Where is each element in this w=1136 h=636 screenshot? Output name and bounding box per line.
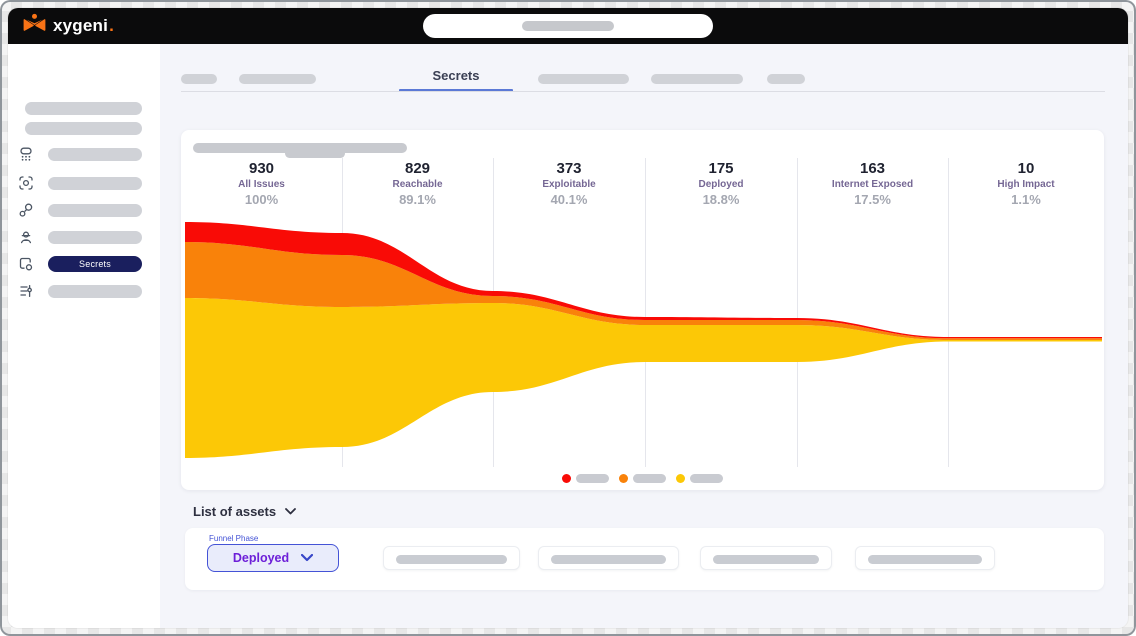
tab-redacted[interactable]	[767, 74, 805, 84]
sidebar-item-redacted[interactable]	[25, 101, 142, 115]
sidebar-item-redacted[interactable]	[8, 201, 160, 219]
tab-redacted[interactable]	[651, 74, 743, 84]
stat-value: 163	[859, 160, 886, 177]
sidebar: Secrets	[8, 44, 160, 628]
filter-dropdown-redacted[interactable]	[855, 546, 995, 570]
stage-gridline	[645, 158, 646, 467]
tab-redacted[interactable]	[239, 74, 316, 84]
stat-label: All Issues	[238, 179, 285, 190]
stat-value: 10	[1017, 160, 1035, 177]
sidebar-active-item-label: Secrets	[48, 256, 142, 272]
chevron-down-icon	[301, 549, 314, 567]
stat-percent: 100%	[244, 192, 279, 207]
stat-label: Deployed	[698, 179, 744, 190]
funnel-band-high[interactable]	[185, 242, 1102, 340]
stat-percent: 89.1%	[399, 192, 436, 207]
legend-label-redacted	[690, 474, 723, 483]
legend-dot	[619, 474, 628, 483]
chart-legend	[181, 474, 1104, 483]
stat-value: 930	[248, 160, 275, 177]
legend-label-redacted	[633, 474, 666, 483]
legend-entry-critical[interactable]	[562, 474, 609, 483]
tab-active-underline	[399, 89, 513, 92]
filter-dropdown-redacted[interactable]	[700, 546, 832, 570]
filter-dropdown-redacted[interactable]	[383, 546, 520, 570]
funnel-stat-high-impact: 10 High Impact 1.1%	[948, 160, 1104, 208]
stat-value: 175	[708, 160, 734, 177]
funnel-stat-exploitable: 373 Exploitable 40.1%	[493, 160, 645, 208]
sidebar-item-label-redacted	[48, 176, 142, 190]
sidebar-item-redacted[interactable]	[25, 121, 142, 135]
stat-percent: 17.5%	[854, 192, 891, 207]
tab-redacted[interactable]	[181, 74, 217, 84]
keypad-icon	[18, 146, 34, 162]
funnel-phase-value: Deployed	[232, 551, 290, 565]
xygeni-logo-icon	[22, 13, 47, 40]
filter-value-redacted	[713, 554, 819, 564]
stat-label: Exploitable	[542, 179, 596, 190]
funnel-band-medium[interactable]	[185, 298, 1102, 458]
funnel-card: 930 All Issues 100% 829 Reachable 89.1% 373 Exp…	[181, 130, 1104, 490]
scan-icon	[18, 175, 34, 191]
brand-logo: xygeni .	[22, 8, 114, 44]
stat-percent: 40.1%	[550, 192, 588, 207]
stat-label: Internet Exposed	[831, 179, 914, 190]
asset-filters-card: Funnel Phase Deployed	[185, 528, 1104, 590]
legend-entry-medium[interactable]	[676, 474, 723, 483]
sidebar-item-redacted[interactable]	[8, 145, 160, 163]
filter-value-redacted	[396, 554, 507, 564]
funnel-card-title-redacted	[193, 143, 407, 153]
funnel-stat-reachable: 829 Reachable 89.1%	[342, 160, 493, 208]
legend-dot	[562, 474, 571, 483]
list-of-assets-title: List of assets	[193, 503, 277, 519]
funnel-card-subtitle-redacted	[285, 149, 345, 158]
brand-name: xygeni	[53, 16, 109, 35]
stage-gridline	[948, 158, 949, 467]
legend-label-redacted	[576, 474, 609, 483]
sidebar-item-label-redacted	[48, 230, 142, 244]
stat-value: 829	[404, 160, 431, 177]
stat-label: Reachable	[392, 179, 443, 190]
tab-secrets[interactable]: Secrets	[432, 68, 480, 83]
top-header-bar: xygeni .	[8, 8, 1128, 44]
stat-value: 373	[556, 160, 582, 177]
sidebar-item-redacted[interactable]	[8, 174, 160, 192]
funnel-band-critical[interactable]	[185, 222, 1102, 339]
sidebar-item-secrets[interactable]: Secrets	[8, 255, 160, 273]
funnel-stat-all-issues: 930 All Issues 100%	[181, 160, 342, 208]
funnel-phase-label: Funnel Phase	[209, 534, 259, 543]
tab-bar-divider	[181, 91, 1105, 92]
funnel-chart[interactable]	[181, 130, 1104, 490]
secrets-icon	[18, 256, 34, 272]
sidebar-item-label-redacted	[48, 284, 142, 298]
list-of-assets-toggle[interactable]: List of assets	[193, 502, 296, 520]
sidebar-item-label-redacted	[48, 147, 142, 161]
funnel-stat-deployed: 175 Deployed 18.8%	[645, 160, 797, 208]
stage-gridline	[797, 158, 798, 467]
nodes-icon	[18, 202, 34, 218]
sidebar-item-label-redacted	[48, 203, 142, 217]
sidebar-item-redacted[interactable]	[8, 282, 160, 300]
spy-icon	[18, 229, 34, 245]
stat-percent: 18.8%	[702, 192, 740, 207]
brand-dot: .	[109, 16, 114, 35]
legend-dot	[676, 474, 685, 483]
address-bar-redacted-text	[522, 21, 614, 31]
sidebar-item-redacted[interactable]	[8, 228, 160, 246]
filter-value-redacted	[868, 554, 982, 564]
app-window: xygeni . Secrets Secrets 930 All Issues 10…	[8, 8, 1128, 628]
address-bar[interactable]	[423, 14, 713, 38]
filter-icon	[18, 283, 34, 299]
legend-entry-high[interactable]	[619, 474, 666, 483]
stat-percent: 1.1%	[1011, 192, 1041, 207]
filter-dropdown-redacted[interactable]	[538, 546, 679, 570]
stat-label: High Impact	[997, 179, 1055, 190]
filter-value-redacted	[551, 554, 666, 564]
funnel-phase-select[interactable]: Deployed	[207, 544, 339, 572]
chevron-down-icon	[285, 502, 296, 520]
tab-redacted[interactable]	[538, 74, 629, 84]
funnel-stat-internet-exposed: 163 Internet Exposed 17.5%	[797, 160, 948, 208]
